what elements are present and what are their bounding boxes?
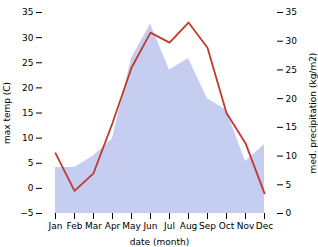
- svg-text:Jan: Jan: [48, 221, 63, 231]
- svg-text:Jul: Jul: [163, 221, 175, 231]
- svg-text:30: 30: [22, 33, 34, 43]
- svg-text:15: 15: [22, 108, 33, 118]
- svg-text:med. precipitation (kg/m2): med. precipitation (kg/m2): [308, 53, 318, 174]
- svg-text:Feb: Feb: [67, 221, 83, 231]
- svg-text:0: 0: [286, 208, 292, 218]
- svg-text:May: May: [122, 221, 141, 231]
- svg-text:0: 0: [28, 183, 34, 193]
- svg-text:5: 5: [286, 180, 292, 190]
- svg-text:10: 10: [286, 151, 298, 161]
- svg-text:15: 15: [286, 122, 297, 132]
- svg-text:Nov: Nov: [237, 221, 255, 231]
- svg-text:date (month): date (month): [130, 237, 189, 247]
- svg-text:10: 10: [22, 133, 34, 143]
- svg-text:25: 25: [22, 58, 33, 68]
- svg-text:30: 30: [286, 36, 298, 46]
- svg-text:25: 25: [286, 65, 297, 75]
- svg-text:Jun: Jun: [142, 221, 157, 231]
- svg-text:35: 35: [286, 7, 297, 17]
- svg-text:Apr: Apr: [105, 221, 121, 231]
- svg-text:Sep: Sep: [199, 221, 216, 231]
- svg-text:5: 5: [28, 158, 34, 168]
- svg-text:35: 35: [22, 7, 33, 17]
- svg-text:Oct: Oct: [219, 221, 235, 231]
- svg-text:20: 20: [286, 94, 298, 104]
- svg-text:max temp (C): max temp (C): [2, 82, 12, 144]
- svg-text:Mar: Mar: [85, 221, 102, 231]
- svg-text:20: 20: [22, 83, 34, 93]
- svg-text:Aug: Aug: [180, 221, 198, 231]
- svg-text:Dec: Dec: [256, 221, 273, 231]
- svg-text:−5: −5: [20, 208, 33, 218]
